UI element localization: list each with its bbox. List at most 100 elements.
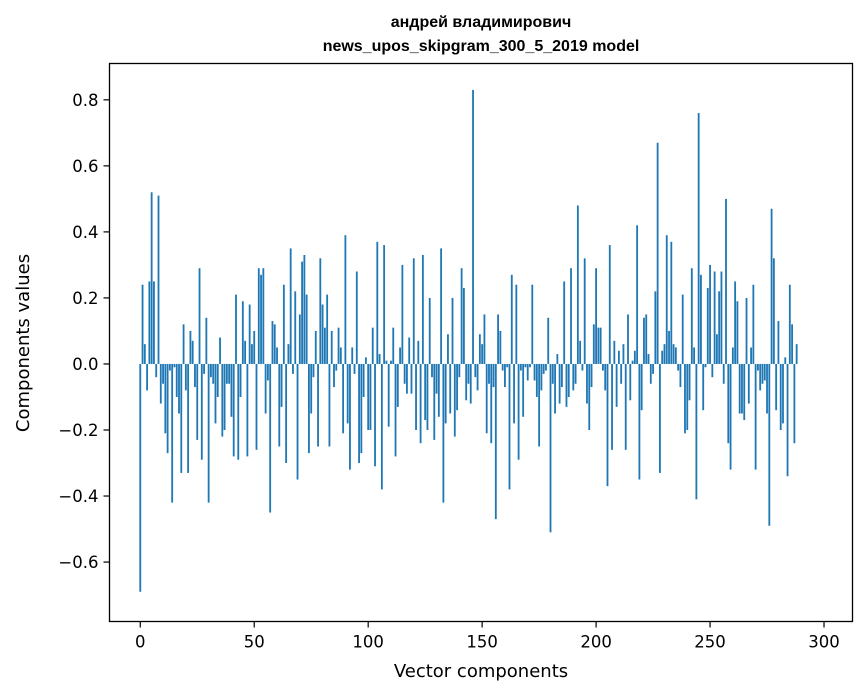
- x-tick-label: 150: [466, 633, 498, 652]
- bar-191: [574, 363, 577, 384]
- bar-127: [428, 297, 431, 364]
- bar-266: [745, 297, 748, 364]
- bar-224: [649, 363, 652, 384]
- bar-107: [383, 245, 386, 364]
- bar-72: [303, 255, 306, 364]
- bar-65: [287, 344, 290, 364]
- bar-147: [474, 363, 477, 378]
- bar-8: [157, 195, 160, 364]
- bar-19: [182, 324, 185, 364]
- bar-250: [709, 264, 711, 364]
- bar-246: [700, 274, 702, 364]
- bar-232: [668, 330, 670, 364]
- bar-177: [542, 363, 545, 374]
- bar-164: [513, 363, 515, 424]
- bar-173: [533, 363, 536, 381]
- bar-162: [508, 363, 511, 490]
- x-tick-label: 250: [694, 633, 726, 652]
- bar-16: [175, 363, 178, 397]
- bar-32: [212, 363, 215, 384]
- bar-148: [476, 363, 479, 391]
- bar-154: [490, 363, 493, 444]
- bar-163: [510, 274, 513, 364]
- bar-81: [323, 327, 326, 364]
- bar-99: [364, 357, 367, 364]
- bar-253: [715, 334, 718, 364]
- bar-58: [271, 321, 274, 364]
- bar-30: [207, 363, 210, 503]
- bar-88: [339, 347, 342, 364]
- bar-22: [189, 330, 192, 364]
- bar-10: [162, 363, 164, 384]
- bar-225: [652, 363, 654, 374]
- bar-263: [738, 363, 741, 414]
- bar-189: [570, 268, 572, 364]
- bar-283: [784, 357, 787, 364]
- bar-4: [148, 281, 151, 364]
- bar-261: [734, 281, 737, 364]
- bar-53: [260, 274, 262, 364]
- bar-28: [203, 363, 205, 374]
- bar-194: [581, 363, 584, 371]
- bar-230: [663, 344, 666, 364]
- bar-140: [458, 363, 461, 378]
- bar-117: [406, 363, 408, 394]
- bar-130: [435, 363, 438, 394]
- bar-52: [257, 268, 260, 364]
- bar-135: [447, 334, 449, 364]
- bar-186: [563, 281, 566, 364]
- bar-184: [558, 363, 561, 404]
- bar-137: [451, 297, 454, 364]
- bar-92: [349, 363, 351, 470]
- bar-229: [661, 350, 664, 364]
- bar-136: [449, 363, 452, 414]
- bar-206: [608, 245, 611, 364]
- bar-183: [556, 354, 559, 364]
- bar-123: [419, 363, 422, 444]
- bar-170: [526, 363, 529, 381]
- bar-15: [173, 363, 176, 368]
- bar-46: [244, 340, 247, 364]
- bar-205: [606, 363, 609, 487]
- bar-62: [280, 363, 283, 407]
- bar-235: [674, 347, 677, 364]
- bar-67: [292, 363, 294, 374]
- bar-176: [540, 363, 543, 391]
- bar-82: [326, 294, 329, 364]
- bar-208: [613, 340, 616, 364]
- bar-223: [647, 354, 650, 364]
- bar-270: [754, 363, 757, 470]
- bar-125: [424, 363, 427, 421]
- bar-282: [782, 363, 784, 424]
- bar-71: [301, 261, 303, 364]
- bar-203: [602, 363, 604, 371]
- bar-169: [524, 363, 527, 368]
- bar-31: [210, 363, 212, 378]
- bar-244: [695, 363, 698, 500]
- bar-97: [360, 363, 363, 454]
- bar-73: [305, 294, 308, 364]
- bar-254: [718, 291, 721, 364]
- bar-59: [273, 324, 276, 364]
- bar-280: [777, 321, 780, 364]
- bar-228: [659, 363, 661, 473]
- y-axis-label: Components values: [13, 254, 34, 432]
- bar-24: [194, 363, 196, 388]
- bar-175: [538, 363, 541, 447]
- bar-168: [522, 363, 525, 417]
- bar-38: [225, 363, 228, 384]
- bar-275: [766, 363, 768, 414]
- bar-138: [453, 363, 456, 437]
- bar-197: [588, 363, 591, 430]
- bar-247: [702, 363, 705, 411]
- bar-265: [743, 363, 746, 421]
- bar-111: [392, 327, 395, 364]
- bar-199: [592, 324, 595, 364]
- bar-193: [579, 340, 582, 364]
- bar-227: [656, 142, 659, 364]
- bar-215: [629, 363, 632, 401]
- bar-212: [622, 344, 625, 364]
- bar-9: [159, 363, 162, 404]
- bar-214: [627, 314, 629, 364]
- bar-216: [631, 360, 634, 364]
